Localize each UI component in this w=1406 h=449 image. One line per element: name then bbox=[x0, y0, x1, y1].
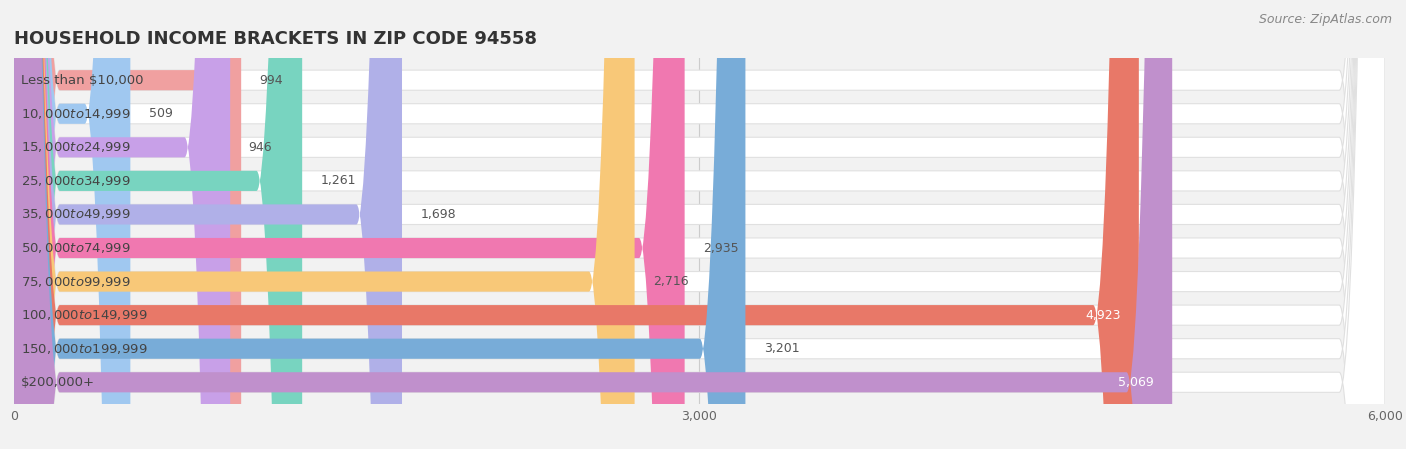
FancyBboxPatch shape bbox=[14, 0, 1385, 449]
FancyBboxPatch shape bbox=[14, 0, 131, 449]
Text: 994: 994 bbox=[260, 74, 283, 87]
FancyBboxPatch shape bbox=[14, 0, 1385, 449]
Text: 509: 509 bbox=[149, 107, 173, 120]
Text: 3,201: 3,201 bbox=[763, 342, 800, 355]
FancyBboxPatch shape bbox=[14, 0, 302, 449]
Text: HOUSEHOLD INCOME BRACKETS IN ZIP CODE 94558: HOUSEHOLD INCOME BRACKETS IN ZIP CODE 94… bbox=[14, 31, 537, 48]
FancyBboxPatch shape bbox=[14, 0, 1385, 449]
Text: $150,000 to $199,999: $150,000 to $199,999 bbox=[21, 342, 148, 356]
FancyBboxPatch shape bbox=[14, 0, 1173, 449]
Text: $10,000 to $14,999: $10,000 to $14,999 bbox=[21, 107, 131, 121]
FancyBboxPatch shape bbox=[14, 0, 1139, 449]
Text: 4,923: 4,923 bbox=[1085, 308, 1121, 321]
Text: $100,000 to $149,999: $100,000 to $149,999 bbox=[21, 308, 148, 322]
Text: 1,261: 1,261 bbox=[321, 174, 356, 187]
Text: Source: ZipAtlas.com: Source: ZipAtlas.com bbox=[1258, 13, 1392, 26]
FancyBboxPatch shape bbox=[14, 0, 745, 449]
FancyBboxPatch shape bbox=[14, 0, 231, 449]
FancyBboxPatch shape bbox=[14, 0, 685, 449]
Text: $50,000 to $74,999: $50,000 to $74,999 bbox=[21, 241, 131, 255]
FancyBboxPatch shape bbox=[14, 0, 1385, 449]
Text: $25,000 to $34,999: $25,000 to $34,999 bbox=[21, 174, 131, 188]
Text: Less than $10,000: Less than $10,000 bbox=[21, 74, 143, 87]
Text: 1,698: 1,698 bbox=[420, 208, 456, 221]
Text: 946: 946 bbox=[249, 141, 273, 154]
FancyBboxPatch shape bbox=[14, 0, 1385, 449]
Text: $15,000 to $24,999: $15,000 to $24,999 bbox=[21, 141, 131, 154]
Text: 2,716: 2,716 bbox=[652, 275, 689, 288]
Text: $200,000+: $200,000+ bbox=[21, 376, 96, 389]
FancyBboxPatch shape bbox=[14, 0, 1385, 449]
Text: 5,069: 5,069 bbox=[1118, 376, 1154, 389]
Text: $35,000 to $49,999: $35,000 to $49,999 bbox=[21, 207, 131, 221]
FancyBboxPatch shape bbox=[14, 0, 402, 449]
FancyBboxPatch shape bbox=[14, 0, 1385, 449]
FancyBboxPatch shape bbox=[14, 0, 1385, 449]
Text: $75,000 to $99,999: $75,000 to $99,999 bbox=[21, 275, 131, 289]
FancyBboxPatch shape bbox=[14, 0, 1385, 449]
Text: 2,935: 2,935 bbox=[703, 242, 738, 255]
FancyBboxPatch shape bbox=[14, 0, 1385, 449]
FancyBboxPatch shape bbox=[14, 0, 242, 449]
FancyBboxPatch shape bbox=[14, 0, 634, 449]
